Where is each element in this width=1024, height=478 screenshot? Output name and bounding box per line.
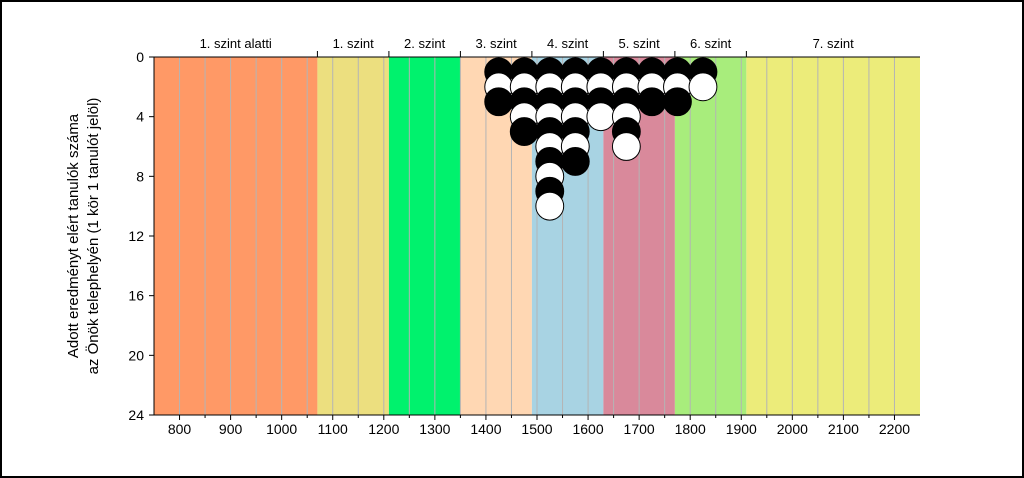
student-marker: [484, 87, 514, 117]
x-tick-label: 1100: [318, 421, 348, 437]
student-marker: [688, 72, 718, 102]
x-tick-label: 1700: [624, 421, 655, 437]
level-band-label-8: 7. szint: [813, 36, 855, 51]
x-tick-label: 1000: [266, 421, 297, 437]
x-tick-label: 1600: [572, 421, 603, 437]
x-tick-label: 900: [219, 421, 243, 437]
axes: 0 4 8 12 16 20 24 800 900 1000 1100 1200 1300 1400 150…: [128, 49, 920, 437]
vertical-gridlines: [179, 57, 895, 415]
level-band-label-1: 1. szint alatti: [200, 36, 272, 51]
level-band-8: [746, 57, 920, 415]
y-tick-label: 16: [128, 288, 144, 304]
x-tick-label: 2200: [879, 421, 910, 437]
level-band-label-3: 2. szint: [404, 36, 446, 51]
level-band-label-6: 5. szint: [619, 36, 661, 51]
x-tick-label: 1400: [470, 421, 501, 437]
student-marker: [637, 87, 667, 117]
y-axis-title: Adott eredményt elért tanulók száma az Ön…: [65, 98, 102, 375]
level-band-1: [154, 57, 318, 415]
level-band-7: [674, 57, 747, 415]
student-marker: [663, 87, 692, 117]
y-tick-label: 4: [136, 109, 144, 125]
y-axis-title-line-1: Adott eredményt elért tanulók száma: [65, 113, 82, 358]
y-axis-title-line-2: az Önök telephelyén (1 kör 1 tanulót jel…: [84, 98, 102, 375]
x-tick-label: 800: [168, 421, 192, 437]
level-band-label-4: 3. szint: [476, 36, 518, 51]
y-tick-label: 20: [128, 347, 144, 363]
student-marker: [560, 147, 590, 176]
x-tick-label: 2000: [777, 421, 808, 437]
level-band-label-2: 1. szint: [333, 36, 375, 51]
level-band-3: [388, 57, 461, 415]
level-band-labels: 1. szint alatti 1. szint 2. szint 3. szint 4…: [200, 36, 855, 57]
level-band-label-5: 4. szint: [547, 36, 589, 51]
student-markers: [484, 57, 718, 221]
y-tick-label: 12: [128, 228, 144, 244]
student-marker: [611, 132, 641, 161]
student-marker: [535, 191, 565, 221]
level-band-label-7: 6. szint: [690, 36, 732, 51]
x-tick-label: 1800: [675, 421, 706, 437]
x-tick-label: 1200: [368, 421, 399, 437]
y-tick-label: 8: [136, 168, 144, 184]
x-tick-label: 1500: [521, 421, 552, 437]
x-tick-label: 2100: [828, 421, 859, 437]
x-tick-label: 1300: [419, 421, 450, 437]
student-marker: [586, 102, 616, 132]
x-tick-label: 1900: [726, 421, 757, 437]
y-tick-label: 0: [136, 49, 144, 65]
level-band-2: [317, 57, 389, 415]
student-marker: [509, 117, 539, 146]
y-tick-label: 24: [128, 407, 144, 423]
